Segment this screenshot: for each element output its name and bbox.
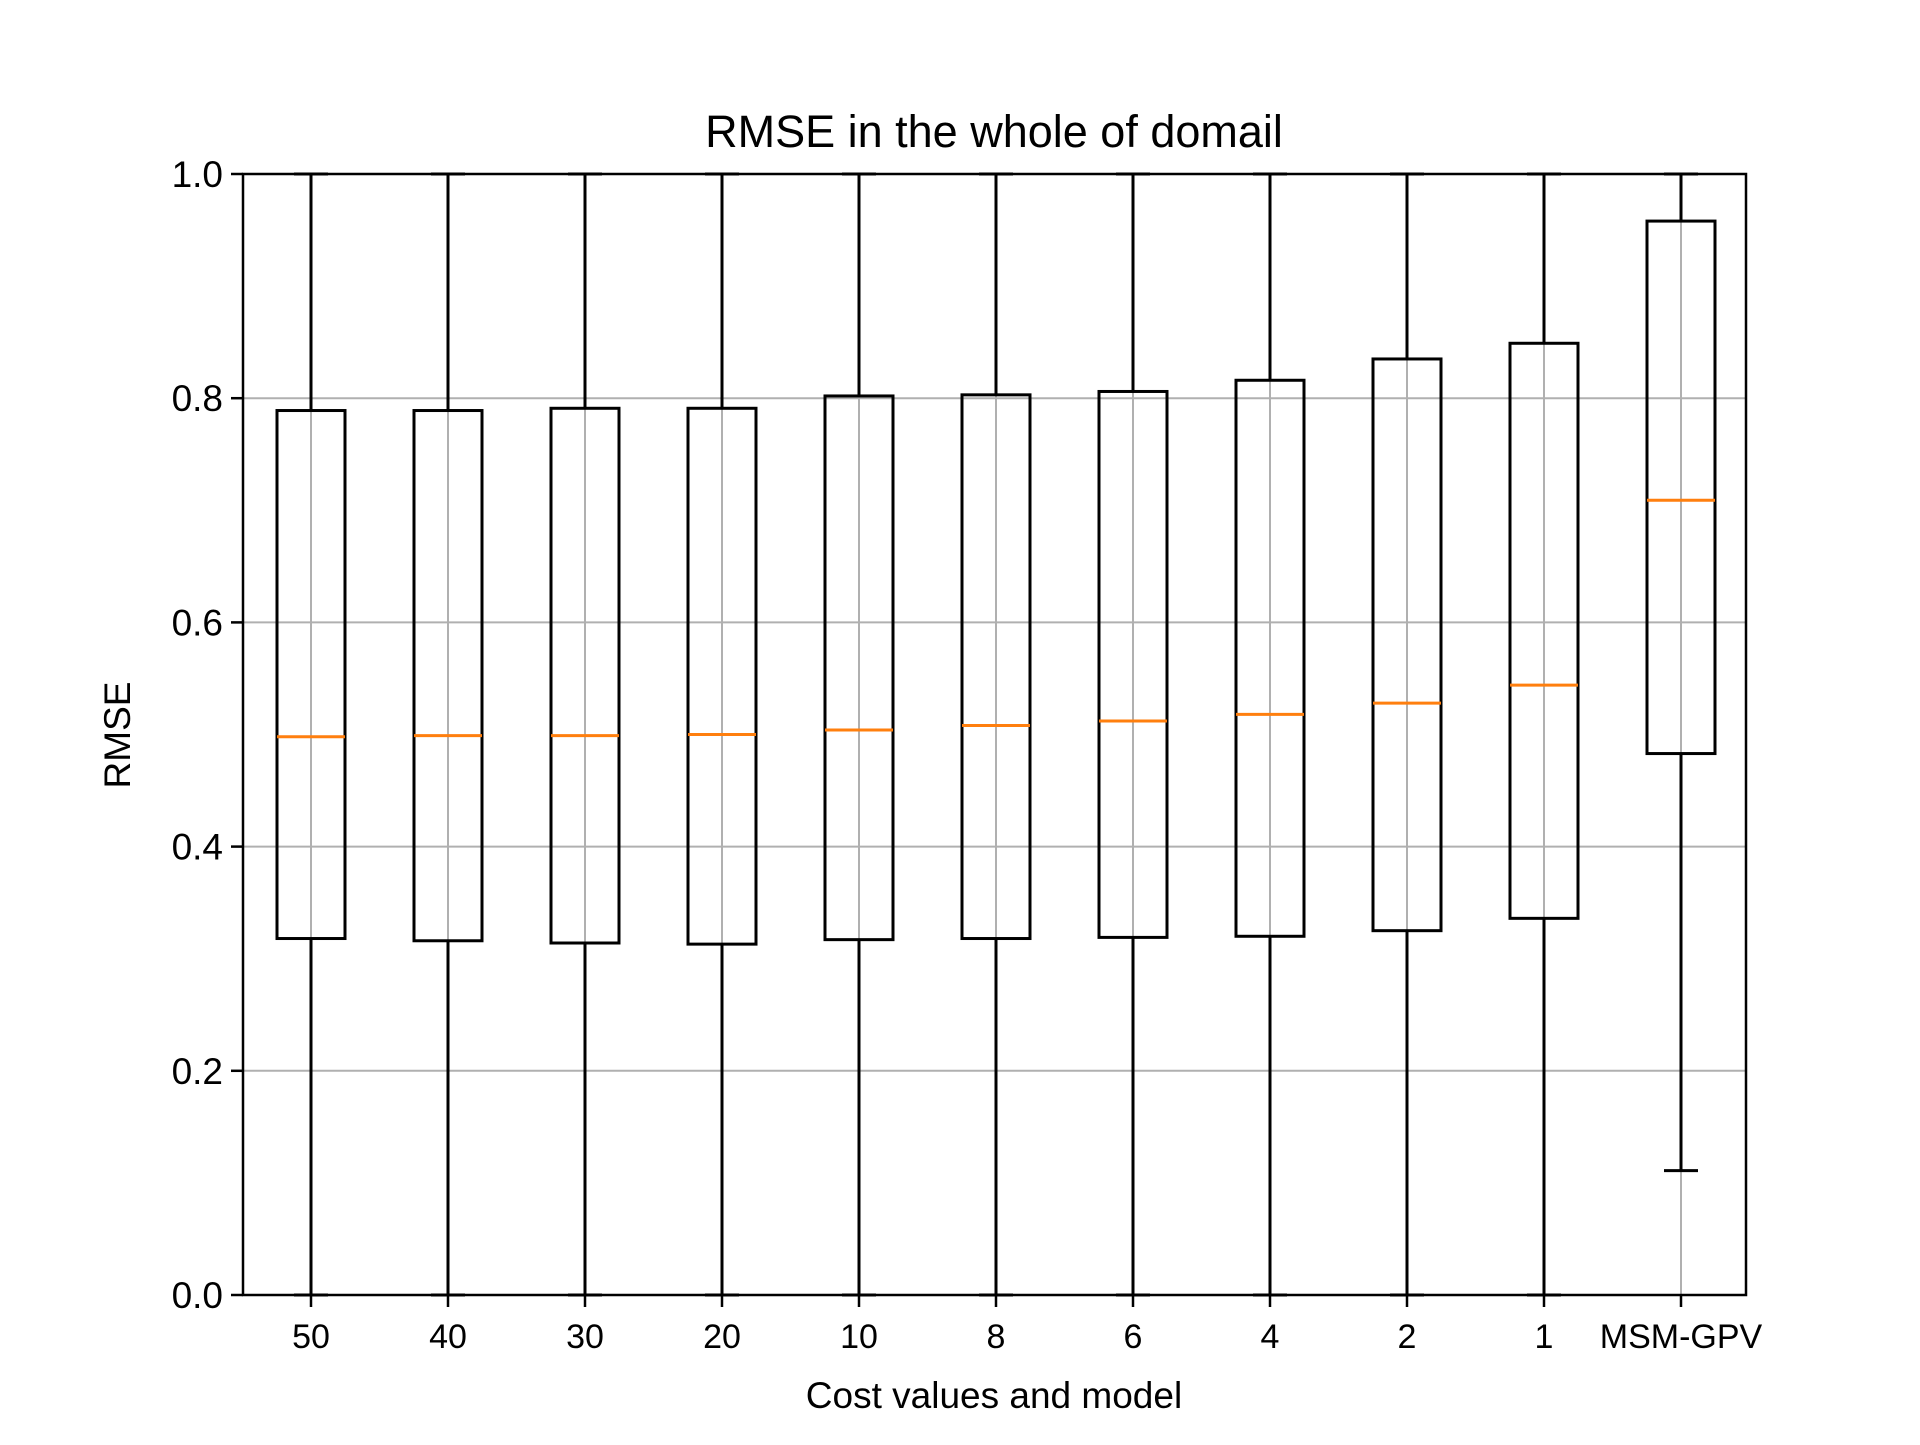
x-tick-label: 4 bbox=[1261, 1318, 1280, 1356]
x-tick-label: 8 bbox=[987, 1318, 1006, 1356]
y-tick-label: 0.2 bbox=[172, 1051, 223, 1092]
x-tick-label: 10 bbox=[840, 1318, 878, 1356]
iqr-box bbox=[275, 409, 347, 941]
iqr-box bbox=[1234, 378, 1306, 938]
iqr-box bbox=[549, 406, 621, 945]
iqr-box bbox=[960, 393, 1032, 941]
box-20 bbox=[686, 172, 758, 1297]
x-tick-label: MSM-GPV bbox=[1600, 1318, 1763, 1356]
y-tick-label: 0.0 bbox=[172, 1275, 223, 1316]
y-axis-label: RMSE bbox=[97, 682, 138, 789]
x-tick-label: 20 bbox=[703, 1318, 741, 1356]
plot-frame bbox=[241, 172, 1748, 1297]
x-tick-label: 2 bbox=[1398, 1318, 1417, 1356]
iqr-box bbox=[1097, 389, 1169, 939]
box-layer bbox=[275, 172, 1717, 1297]
iqr-box bbox=[1508, 341, 1580, 920]
x-tick-label: 50 bbox=[292, 1318, 330, 1356]
y-tick-label: 0.8 bbox=[172, 378, 223, 419]
x-tick-label: 40 bbox=[429, 1318, 467, 1356]
x-tick-label: 1 bbox=[1535, 1318, 1554, 1356]
y-tick-label: 0.6 bbox=[172, 602, 223, 643]
iqr-box bbox=[823, 394, 895, 942]
iqr-box bbox=[1371, 357, 1443, 933]
x-tick-label: 6 bbox=[1124, 1318, 1143, 1356]
iqr-box bbox=[1645, 219, 1717, 756]
x-axis-label: Cost values and model bbox=[806, 1375, 1182, 1416]
y-tick-label: 0.4 bbox=[172, 827, 223, 868]
box-MSM-GPV bbox=[1645, 172, 1717, 1173]
box-40 bbox=[412, 172, 484, 1297]
y-tick-label: 1.0 bbox=[172, 154, 223, 195]
box-30 bbox=[549, 172, 621, 1297]
iqr-box bbox=[686, 406, 758, 946]
tick-layer: 0.0 0.2 0.4 0.6 0.8 1.0 50 40 30 20 10 8 6 4 2 1 MSM-GPV bbox=[172, 154, 1763, 1356]
chart-title: RMSE in the whole of domail bbox=[705, 106, 1283, 157]
iqr-box bbox=[412, 409, 484, 943]
x-tick-label: 30 bbox=[566, 1318, 604, 1356]
box-6 bbox=[1097, 172, 1169, 1297]
